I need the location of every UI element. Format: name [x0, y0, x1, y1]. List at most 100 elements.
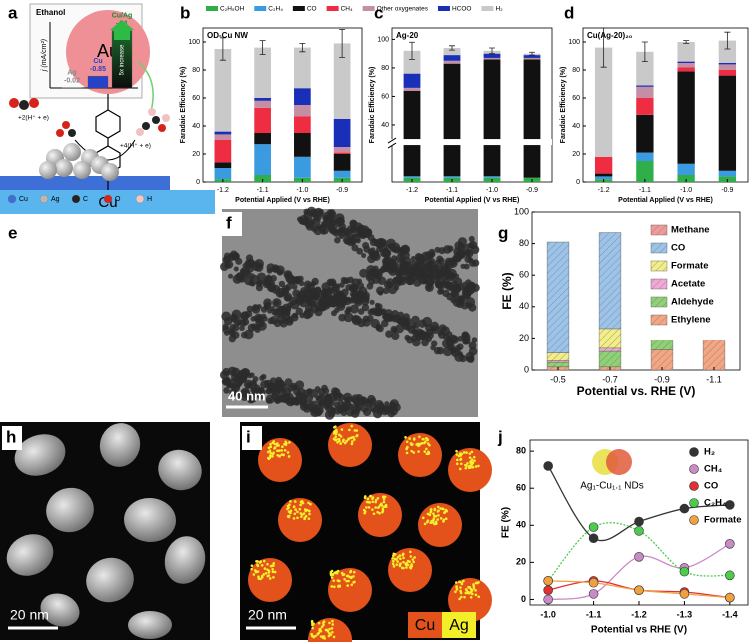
ag-dot — [464, 466, 468, 470]
y-tick-label: 40 — [572, 123, 580, 130]
particle — [318, 208, 324, 215]
ag-dot — [289, 500, 292, 503]
ag-dot — [393, 557, 397, 561]
ag-dot — [250, 567, 253, 571]
ag-dot — [329, 573, 333, 577]
particle — [380, 238, 387, 246]
ag-dot — [455, 462, 459, 466]
ag-dot — [454, 590, 457, 594]
ag-channel-box — [442, 612, 476, 638]
bar-segment — [636, 114, 654, 153]
bar-segment — [403, 176, 421, 178]
particle — [390, 263, 398, 271]
ag-dot — [464, 463, 467, 467]
particle — [372, 252, 381, 262]
particle — [124, 497, 176, 543]
particle — [468, 235, 475, 242]
particle — [350, 408, 360, 418]
atom — [152, 116, 160, 124]
ag-dot — [377, 506, 380, 510]
ag-dot — [255, 570, 258, 573]
point — [588, 577, 599, 588]
ag-dot — [339, 435, 343, 438]
point — [679, 589, 690, 599]
bar-segment — [677, 63, 695, 68]
ag-dot — [348, 428, 351, 432]
x-tick-label: -1.0 — [680, 187, 692, 194]
bar-name: Cu — [93, 58, 102, 65]
cu-particle — [448, 578, 492, 622]
y-tick-label: 0 — [576, 179, 580, 186]
particle — [334, 236, 341, 244]
legend-label: Other oxygenates — [377, 6, 429, 13]
particle — [369, 397, 377, 405]
ag-dot — [468, 456, 472, 459]
particle — [222, 325, 230, 334]
error-bar — [529, 51, 535, 56]
ag-dot — [444, 517, 448, 521]
ag-dot — [466, 591, 470, 595]
particle — [359, 268, 369, 278]
particle — [470, 245, 480, 255]
particle — [292, 289, 301, 298]
ag-dot — [371, 508, 374, 511]
legend-label: CO — [704, 481, 718, 492]
ag-dot — [277, 449, 281, 452]
bar-segment — [483, 53, 501, 58]
ag-dot — [260, 564, 264, 567]
ag-dot — [345, 574, 349, 578]
legend-swatch — [292, 6, 305, 11]
ag-dot — [353, 438, 356, 441]
atom-key — [7, 194, 17, 204]
current-bar — [87, 75, 109, 89]
error-bar — [299, 43, 306, 53]
ag-dot — [335, 428, 338, 432]
x-tick-label: -1.0 — [540, 609, 556, 619]
point — [543, 576, 553, 586]
ag-dot — [330, 585, 334, 588]
legend-swatch — [254, 6, 267, 11]
atom-key — [39, 194, 49, 204]
ag-dot — [363, 496, 367, 500]
ag-dot — [333, 585, 336, 589]
particle — [319, 393, 325, 399]
bar-name: Cu/Ag — [112, 12, 133, 19]
ag-dot — [363, 511, 366, 515]
ag-dot — [412, 560, 415, 564]
legend-label: Formate — [704, 515, 741, 526]
x-tick-label: -0.9 — [526, 187, 538, 194]
error-bar — [683, 40, 690, 44]
ag-dot — [268, 456, 272, 460]
particle — [14, 434, 66, 476]
ag-dot — [368, 501, 372, 504]
point — [588, 533, 599, 544]
ag-dot — [332, 579, 336, 582]
ag-dot — [382, 500, 386, 504]
y-tick-label: 60 — [381, 93, 389, 100]
ag-dot — [272, 562, 276, 565]
legend-label: Formate — [671, 261, 708, 272]
ag-dot — [300, 515, 303, 518]
atom-name: H — [147, 196, 152, 203]
ag-dot — [463, 595, 466, 599]
bar-segment — [636, 85, 654, 87]
fit-line — [547, 522, 730, 582]
legend-label: HCOO — [452, 6, 472, 13]
ag-dot — [322, 635, 326, 638]
particle — [377, 290, 384, 296]
particle — [252, 376, 259, 382]
ag-dot — [392, 554, 395, 558]
ag-dot — [352, 570, 356, 574]
annotation: Ag₁-Cu₁.₁ NDs — [580, 481, 643, 492]
legend-swatch — [650, 296, 668, 308]
particle — [363, 407, 372, 417]
ag-dot — [409, 550, 412, 554]
ag-dot — [281, 445, 284, 449]
legend-label: C₂H₄ — [704, 498, 727, 509]
ag-dot — [330, 569, 334, 573]
ag-dot — [477, 464, 480, 468]
bar-segment — [333, 147, 351, 153]
panel-label: c — [374, 3, 383, 22]
particle — [430, 321, 440, 331]
